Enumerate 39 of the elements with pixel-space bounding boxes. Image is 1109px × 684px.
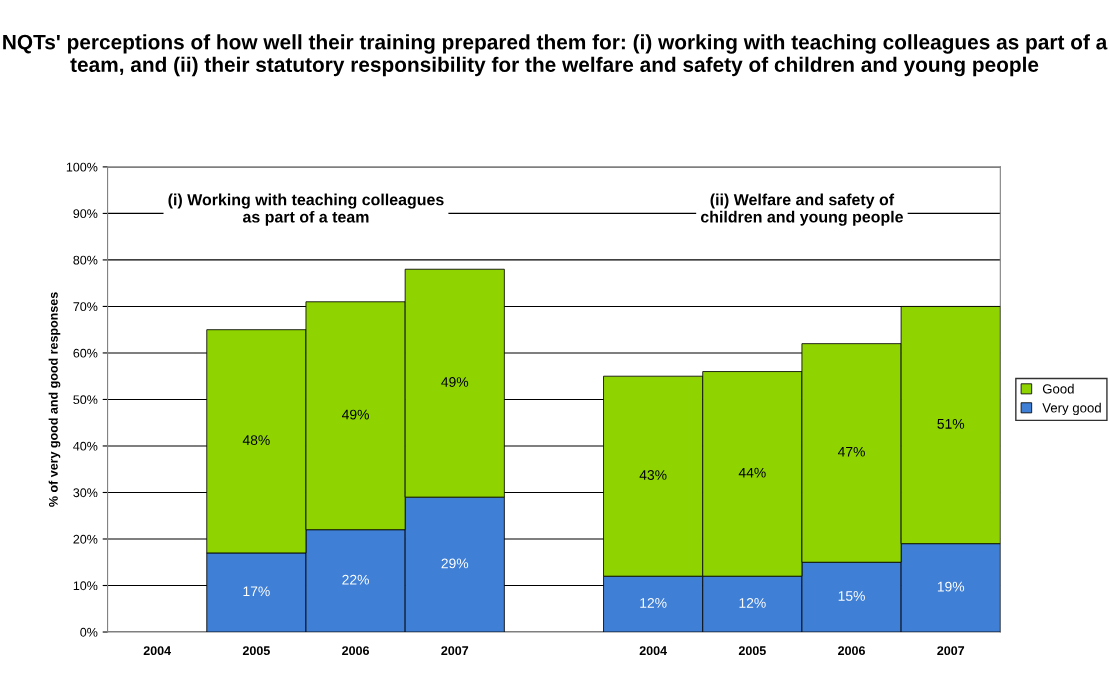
data-label: 22%: [342, 574, 369, 585]
data-label: 19%: [937, 581, 965, 592]
data-label: 49%: [441, 377, 469, 387]
data-label: 12%: [640, 598, 667, 608]
x-tick-label: 2006: [838, 646, 865, 656]
x-tick-label: 2005: [738, 646, 766, 656]
data-label: 48%: [242, 435, 270, 446]
x-tick-label: 2004: [143, 646, 172, 656]
y-tick-label: 80%: [73, 255, 98, 265]
data-label: 49%: [341, 409, 369, 420]
x-tick-label: 2006: [342, 646, 370, 656]
data-label: 17%: [243, 586, 270, 597]
x-tick-label: 2007: [441, 646, 469, 656]
data-label: 12%: [739, 598, 766, 608]
y-tick-label: 40%: [73, 441, 98, 451]
y-tick-label: 90%: [73, 209, 98, 219]
x-tick-label: 2007: [937, 646, 965, 656]
y-tick-label: 100%: [66, 162, 98, 172]
annotation: (i) Working with teaching colleagues as part of a team: [168, 193, 444, 226]
data-label: 43%: [639, 470, 667, 480]
legend-label: Very good: [1042, 402, 1101, 416]
data-label: 29%: [441, 558, 469, 569]
y-tick-label: 20%: [73, 534, 98, 544]
x-tick-label: 2005: [242, 646, 270, 656]
y-axis-title: % of very good and good responses: [48, 292, 61, 507]
data-label: 51%: [937, 418, 965, 429]
y-tick-label: 10%: [73, 581, 98, 591]
y-tick-label: 70%: [73, 302, 98, 312]
y-tick-label: 50%: [73, 395, 98, 405]
annotation: (ii) Welfare and safety of children and young people: [700, 193, 903, 226]
data-label: 15%: [838, 591, 865, 601]
legend-label: Good: [1042, 383, 1074, 394]
data-label: 44%: [738, 467, 766, 478]
y-tick-label: 30%: [73, 488, 98, 498]
data-label: 47%: [837, 446, 865, 457]
y-tick-label: 60%: [73, 348, 98, 358]
x-tick-label: 2004: [639, 646, 667, 656]
chart-title: NQTs' perceptions of how well their training prepared them for: (i) working with teaching colleagues as part of a team, and (ii) their statutory responsibility for the welfare and safety of children and young people: [3, 34, 1108, 77]
y-tick-label: 0%: [80, 627, 98, 637]
